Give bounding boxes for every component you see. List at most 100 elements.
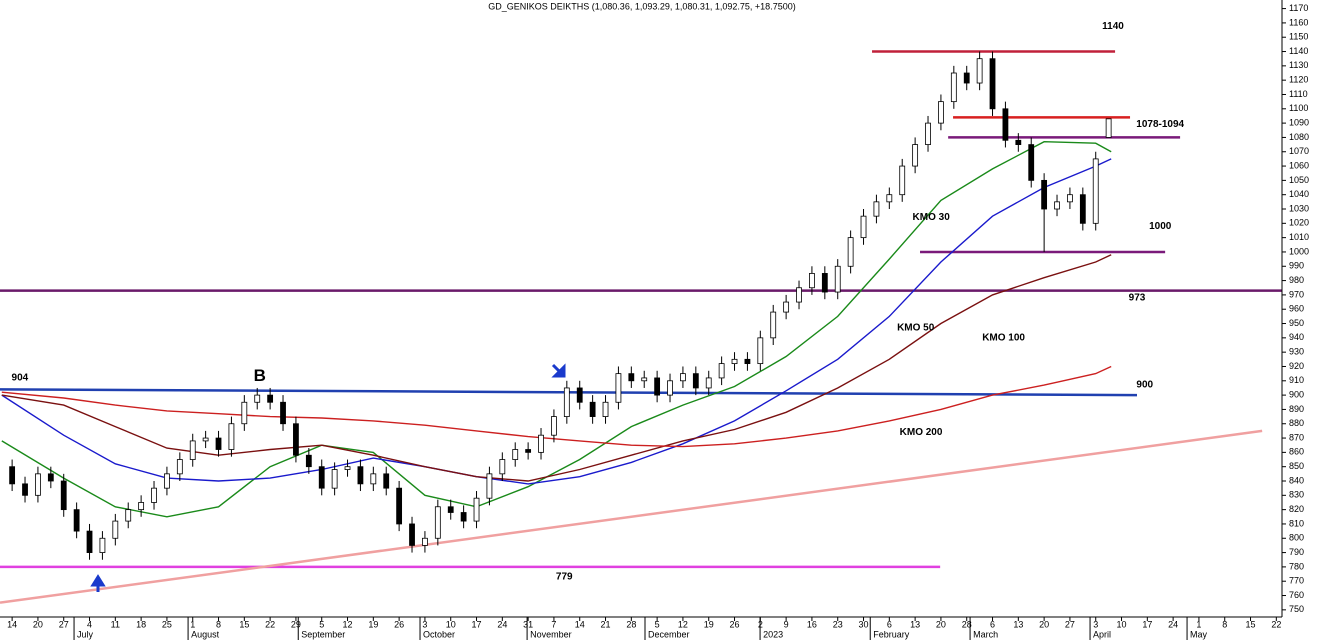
y-tick-label: 1070 <box>1289 146 1309 156</box>
candle-body <box>860 215 867 239</box>
y-tick-label: 1150 <box>1289 32 1308 42</box>
x-tick-label: 5 <box>655 619 660 629</box>
annotations: KMO 30 KMO 50 KMO 100 KMO 200 1140 1078-1094 1… <box>12 21 1185 582</box>
y-tick-label: 950 <box>1289 318 1304 328</box>
series-label: KMO 50 <box>897 322 935 333</box>
candle-body <box>886 194 893 203</box>
month-label: July <box>77 629 94 639</box>
candle-body <box>976 58 983 84</box>
candle-body <box>525 449 532 453</box>
month-label: December <box>648 629 690 639</box>
x-tick-label: 8 <box>1222 619 1227 629</box>
candles <box>9 51 1112 560</box>
candle-body <box>280 401 286 425</box>
moving-average <box>1 254 1112 482</box>
candle-body <box>770 311 777 339</box>
annotation: 1140 <box>1102 21 1124 32</box>
candle-body <box>396 487 403 525</box>
candle-body <box>950 72 957 103</box>
x-tick-label: 3 <box>422 619 427 629</box>
down-arrow <box>551 363 566 378</box>
x-tick-label: 1 <box>190 619 195 629</box>
series-label: KMO 30 <box>913 212 951 223</box>
y-tick-label: 930 <box>1289 347 1304 357</box>
x-tick-label: 20 <box>33 619 43 629</box>
x-tick-label: 20 <box>936 619 946 629</box>
candle-body <box>667 380 673 396</box>
candle-body <box>757 337 764 365</box>
annotation: 779 <box>556 572 573 583</box>
candle-body <box>22 483 28 496</box>
candle-body <box>563 387 570 417</box>
candle-body <box>422 537 428 546</box>
x-tick-label: 14 <box>575 619 585 629</box>
candle-body <box>73 509 80 532</box>
candle-body <box>1067 194 1073 203</box>
candle-body <box>486 473 493 499</box>
x-tick-label: 23 <box>833 619 843 629</box>
candle-body <box>318 466 325 489</box>
x-tick-label: 7 <box>551 619 556 629</box>
x-tick-label: 8 <box>216 619 221 629</box>
candle-body <box>228 423 235 450</box>
x-tick-label: 12 <box>678 619 688 629</box>
y-tick-label: 990 <box>1289 261 1304 271</box>
x-tick-label: 26 <box>730 619 740 629</box>
candle-body <box>460 512 467 522</box>
candle-body <box>899 165 906 196</box>
month-label: November <box>530 629 572 639</box>
x-tick-label: 26 <box>394 619 404 629</box>
month-label: April <box>1093 629 1111 639</box>
y-tick-label: 1130 <box>1289 60 1308 70</box>
candle-body <box>989 58 996 110</box>
candle-body <box>938 101 944 124</box>
candle-body <box>705 377 712 389</box>
candle-body <box>641 377 648 382</box>
x-tick-label: 13 <box>910 619 920 629</box>
month-label: October <box>423 629 455 639</box>
y-tick-label: 900 <box>1289 389 1304 399</box>
x-tick-label: 16 <box>807 619 817 629</box>
x-tick-label: 30 <box>859 619 869 629</box>
candle-body <box>512 449 519 460</box>
series-label: KMO 100 <box>982 332 1025 343</box>
x-tick-label: 10 <box>446 619 456 629</box>
candle-body <box>615 373 622 403</box>
candle-body <box>331 469 338 489</box>
x-tick-label: 15 <box>239 619 249 629</box>
y-tick-label: 1050 <box>1289 175 1309 185</box>
series-label: KMO 200 <box>900 427 943 438</box>
y-tick-label: 1100 <box>1289 103 1308 113</box>
candle-body <box>551 416 557 436</box>
candle-body <box>215 437 222 450</box>
x-tick-label: 22 <box>265 619 275 629</box>
candle-body <box>241 401 248 425</box>
y-tick-label: 1110 <box>1289 89 1308 99</box>
candle-body <box>821 273 828 293</box>
candle-body <box>602 401 609 417</box>
candle-body <box>873 201 880 217</box>
x-tick-label: 10 <box>1117 619 1127 629</box>
x-tick-label: 19 <box>368 619 378 629</box>
y-tick-label: 1000 <box>1289 246 1309 256</box>
y-tick-label: 1080 <box>1289 132 1309 142</box>
moving-average <box>1 140 1112 518</box>
candle-body <box>112 520 119 539</box>
candle-body <box>654 377 661 396</box>
y-tick-label: 1030 <box>1289 203 1309 213</box>
annotation: 1000 <box>1149 221 1172 232</box>
candle-body <box>138 502 145 511</box>
y-tick-label: 1060 <box>1289 160 1309 170</box>
y-tick-label: 770 <box>1289 576 1304 586</box>
candle-body <box>254 394 261 403</box>
moving-average <box>1 365 1112 448</box>
y-tick-label: 1140 <box>1289 46 1308 56</box>
candle-body <box>1092 158 1099 224</box>
y-tick-label: 1170 <box>1289 3 1308 13</box>
candle-body <box>628 373 635 382</box>
month-label: August <box>191 629 220 639</box>
y-tick-label: 970 <box>1289 289 1304 299</box>
x-tick-label: 4 <box>87 619 92 629</box>
